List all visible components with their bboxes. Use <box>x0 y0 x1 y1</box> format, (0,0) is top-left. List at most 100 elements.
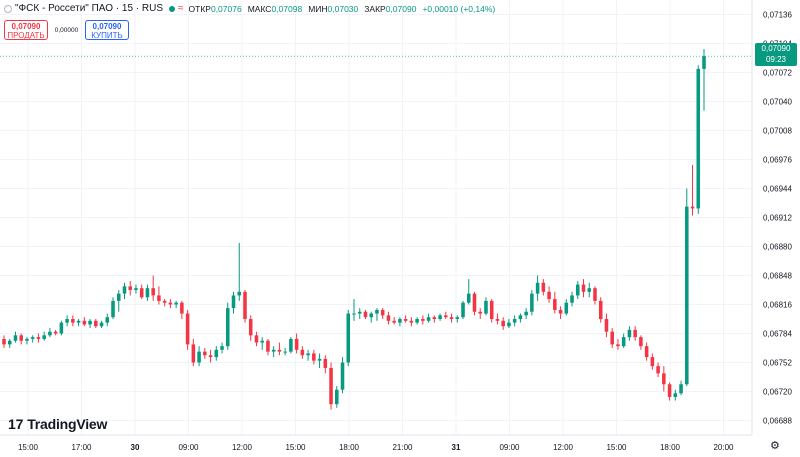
candle <box>438 313 442 321</box>
sell-button[interactable]: 0,07090 ПРОДАТЬ <box>4 20 48 40</box>
buy-label: КУПИТЬ <box>91 31 123 40</box>
legend-header: "ФСК - Россети" ПАО · 15 · RUS ≈ ОТКР0,0… <box>0 0 752 48</box>
candle <box>329 362 333 410</box>
tradingview-logo[interactable]: 17 TradingView <box>8 416 107 432</box>
ohlc-open: ОТКР0,07076 <box>188 3 242 14</box>
candle <box>369 311 373 323</box>
symbol-title[interactable]: "ФСК - Россети" ПАО · 15 · RUS <box>15 3 164 14</box>
candle <box>180 300 184 319</box>
candle <box>312 349 316 365</box>
candle <box>237 242 242 301</box>
candle <box>111 297 115 319</box>
price-tick-label: 0,06752 <box>763 359 792 368</box>
buy-button[interactable]: 0,07090 КУПИТЬ <box>85 20 129 40</box>
candle <box>139 284 144 300</box>
tradingview-logo-icon: 17 <box>8 416 24 432</box>
candle <box>398 317 402 327</box>
time-tick-label: 12:00 <box>232 443 253 452</box>
candle <box>317 353 322 368</box>
price-axis[interactable]: 0,071360,071040,070720,070400,070080,069… <box>763 11 792 426</box>
candle <box>386 311 391 325</box>
candle <box>639 335 643 350</box>
candle <box>53 329 58 336</box>
symbol-logo-icon[interactable] <box>4 4 12 13</box>
price-tick-label: 0,06976 <box>763 156 792 165</box>
candle <box>197 346 201 367</box>
candle <box>59 320 64 336</box>
candle <box>243 290 247 323</box>
candle <box>82 317 87 327</box>
chart-grid <box>0 0 752 435</box>
candle <box>593 286 597 305</box>
candle <box>185 309 190 350</box>
sell-label: ПРОДАТЬ <box>7 31 45 40</box>
candle <box>214 346 219 361</box>
price-tick-label: 0,06880 <box>763 243 792 252</box>
candle <box>363 309 368 319</box>
candle <box>466 279 471 305</box>
candle <box>30 335 35 343</box>
time-axis[interactable]: 15:00 17:00 30 09:00 12:00 15:00 18:00 21:00 31 0… <box>18 443 734 452</box>
candle <box>690 164 695 216</box>
candle <box>392 317 396 325</box>
candle <box>575 280 580 300</box>
last-price-value: 0,07090 <box>761 44 791 53</box>
candle <box>294 333 299 354</box>
candle <box>65 315 69 327</box>
market-status-icon[interactable] <box>169 5 176 12</box>
ohlc-high: МАКС0,07098 <box>247 3 303 14</box>
data-source-icon[interactable]: ≈ <box>178 3 184 14</box>
candle <box>157 286 161 305</box>
candle <box>2 335 6 348</box>
candle <box>248 315 253 341</box>
candle <box>352 299 356 321</box>
candle <box>512 315 517 327</box>
time-tick-label: 15:00 <box>285 443 306 452</box>
candle <box>134 284 138 294</box>
candle <box>489 299 494 323</box>
candle <box>225 302 230 350</box>
time-tick-label: 18:00 <box>660 443 681 452</box>
ohlc-low: МИН0,07030 <box>308 3 359 14</box>
price-tick-label: 0,06944 <box>763 185 792 194</box>
candle <box>283 348 287 356</box>
candle <box>323 355 328 374</box>
price-tick-label: 0,06848 <box>763 272 792 281</box>
candle <box>598 297 603 323</box>
candle <box>547 286 551 303</box>
time-tick-label: 21:00 <box>392 443 413 452</box>
candle <box>357 308 362 319</box>
candle <box>13 331 18 343</box>
last-price-label: 0,07090 09:23 <box>755 43 797 66</box>
candle <box>88 319 92 329</box>
candle <box>656 362 660 377</box>
candle <box>7 338 12 348</box>
time-tick-label: 15:00 <box>18 443 39 452</box>
candle <box>231 291 236 314</box>
candle <box>484 297 488 316</box>
candle <box>541 279 546 296</box>
candle <box>145 284 150 301</box>
candle <box>581 279 586 298</box>
candle <box>461 300 465 319</box>
candle <box>48 328 52 338</box>
gear-icon[interactable]: ⚙ <box>770 440 780 452</box>
candle <box>260 337 264 350</box>
candle <box>99 320 104 329</box>
candle <box>644 342 649 361</box>
candle <box>501 317 505 330</box>
candle <box>616 338 620 350</box>
candle <box>168 299 173 309</box>
time-tick-label: 18:00 <box>339 443 360 452</box>
candle <box>174 300 178 309</box>
candle <box>380 308 385 319</box>
time-tick-label: 09:00 <box>499 443 520 452</box>
spread-value: 0,00000 <box>54 26 79 34</box>
candle <box>478 308 483 319</box>
candle <box>19 333 23 345</box>
candle <box>375 308 379 321</box>
candle <box>621 333 626 348</box>
price-tick-label: 0,06912 <box>763 214 792 223</box>
candle <box>673 389 678 401</box>
